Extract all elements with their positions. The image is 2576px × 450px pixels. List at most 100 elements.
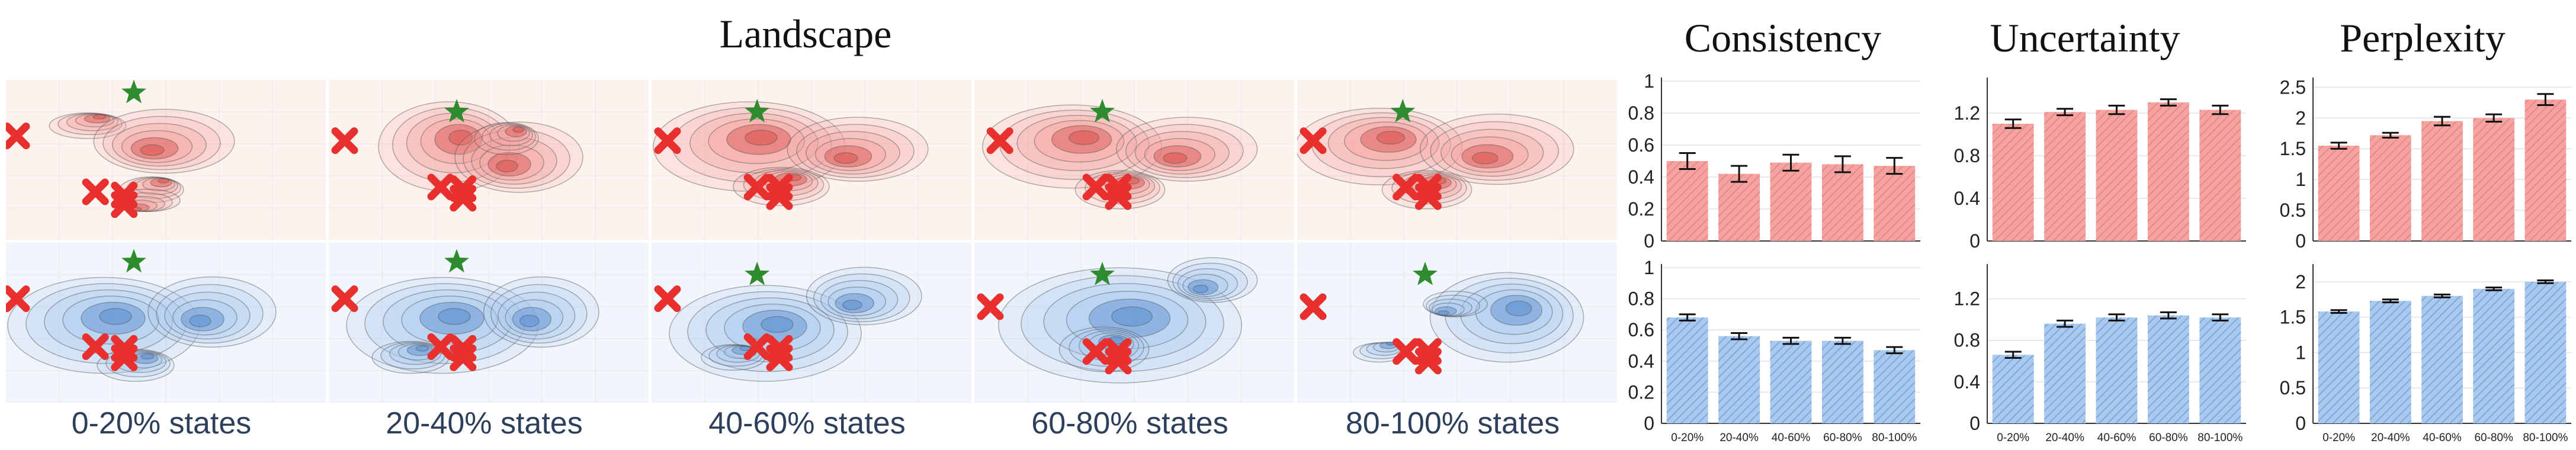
landscape-panel-red-1 (329, 80, 649, 240)
error-bar (2160, 311, 2177, 320)
y-tick-label: 0.8 (1954, 330, 1980, 351)
y-tick-label: 0.4 (1628, 166, 1654, 188)
cross-icon (1105, 183, 1132, 210)
bar-40-60% (2096, 110, 2138, 241)
bar-80-100% (1874, 350, 1916, 423)
x-tick-label: 80-100% (1872, 432, 1917, 444)
error-bar (2537, 279, 2554, 284)
x-tick-label: 20-40% (2371, 432, 2410, 444)
error-bar (2537, 93, 2554, 106)
cross-icon (654, 127, 681, 155)
cross-icon (743, 173, 771, 201)
x-tick-label: 60-80% (2474, 432, 2513, 444)
landscape-panel-red-4 (1297, 80, 1617, 240)
bar-40-60% (1770, 162, 1812, 241)
error-bar (2057, 319, 2074, 328)
y-tick-label: 0 (1969, 230, 1980, 252)
y-tick-label: 0.4 (1954, 188, 1980, 209)
cross-icon (977, 293, 1004, 320)
cross-icon (1414, 183, 1442, 210)
error-bar (1886, 157, 1903, 175)
uncertainty-top-chart: 0 0.4 0.8 1.2 (1954, 78, 2246, 252)
cross-icon (450, 185, 477, 212)
x-tick-label: 0-20% (2322, 432, 2355, 444)
error-bar (1782, 153, 1799, 172)
bar-60-80% (2147, 315, 2189, 423)
error-bar (2434, 115, 2450, 127)
bar-40-60% (1770, 340, 1812, 423)
x-tick-label: 80-100% (2198, 432, 2243, 444)
x-tick-label: 0-20% (1671, 432, 1704, 444)
bar-20-40% (2044, 112, 2086, 241)
uncertainty-bottom-chart: 0 0.4 0.8 1.2 0-20% 20-40% 40-60% 60-80% 80-100% (1954, 264, 2246, 444)
error-bar (2382, 298, 2399, 304)
y-tick-label: 1 (2295, 342, 2306, 363)
landscape-panel-blue-2 (652, 243, 971, 403)
y-tick-label: 1.5 (2280, 138, 2306, 159)
star-icon (745, 99, 770, 123)
y-tick-label: 0 (1969, 413, 1980, 434)
error-bar (2212, 104, 2229, 115)
star-icon (121, 249, 146, 273)
state-label-20-40: 20-40% states (386, 406, 583, 441)
state-label-40-60: 40-60% states (708, 406, 906, 441)
y-tick-label: 0.2 (1628, 381, 1654, 403)
landscape-panel-blue-3 (974, 243, 1294, 403)
star-icon (1390, 99, 1416, 123)
landscape-panel-blue-0 (6, 243, 326, 403)
error-bar (2108, 313, 2125, 322)
x-tick-label: 80-100% (2523, 432, 2568, 444)
error-bar (1679, 313, 1696, 322)
bar-40-60% (2421, 121, 2463, 241)
star-icon (745, 262, 770, 285)
y-tick-label: 1 (1644, 257, 1654, 278)
y-tick-label: 0.4 (1628, 351, 1654, 372)
y-tick-label: 0 (2295, 413, 2306, 434)
perplexity-top-chart: 0 0.5 1 1.5 2 2.5 (2280, 76, 2571, 252)
error-bar (2485, 286, 2503, 291)
y-tick-label: 0.6 (1628, 319, 1654, 340)
perplexity-title: Perplexity (2340, 15, 2506, 60)
cross-icon (743, 333, 771, 360)
y-tick-label: 0.5 (2280, 377, 2306, 398)
x-tick-label: 40-60% (1772, 432, 1811, 444)
landscape-panel-red-0 (6, 80, 326, 240)
bar-60-80% (2473, 118, 2515, 241)
y-tick-label: 1.2 (1954, 288, 1980, 310)
cross-icon (331, 127, 358, 155)
consistency-title: Consistency (1684, 15, 1882, 60)
y-tick-label: 0 (1644, 230, 1654, 252)
error-bar (1782, 336, 1799, 345)
landscape-panel-blue-1 (329, 243, 649, 403)
y-tick-label: 2 (2295, 107, 2306, 128)
x-tick-label: 0-20% (1997, 432, 2029, 444)
cross-icon (1082, 338, 1109, 365)
y-tick-label: 0.8 (1628, 102, 1654, 124)
bar-0-20% (1666, 317, 1708, 423)
error-bar (2004, 118, 2022, 129)
bar-40-60% (2096, 317, 2138, 423)
consistency-bottom-chart: 0 0.2 0.4 0.6 0.8 1 0-20% 20-40% 40-60% 60-80% 80-… (1628, 257, 1920, 444)
bar-20-40% (1718, 336, 1760, 423)
error-bar (1834, 336, 1851, 345)
cross-icon (1300, 127, 1327, 155)
cross-icon (6, 123, 30, 149)
cross-icon (1082, 173, 1109, 201)
star-icon (1413, 262, 1438, 285)
bar-0-20% (1666, 161, 1708, 241)
error-bar (2108, 104, 2125, 115)
bar-80-100% (2199, 317, 2241, 423)
error-bar (2382, 131, 2399, 139)
error-bar (1886, 346, 1903, 355)
y-tick-label: 1.2 (1954, 102, 1980, 124)
cross-icon (82, 333, 109, 360)
error-bar (2434, 293, 2450, 298)
consistency-top-chart: 0 0.2 0.4 0.6 0.8 1 (1628, 70, 1920, 252)
star-icon (444, 99, 469, 123)
bar-0-20% (2318, 311, 2360, 423)
y-tick-label: 0.5 (2280, 200, 2306, 221)
y-tick-label: 1 (1644, 70, 1654, 92)
cross-icon (1105, 348, 1132, 375)
cross-icon (1414, 348, 1442, 375)
bar-20-40% (2044, 323, 2086, 423)
